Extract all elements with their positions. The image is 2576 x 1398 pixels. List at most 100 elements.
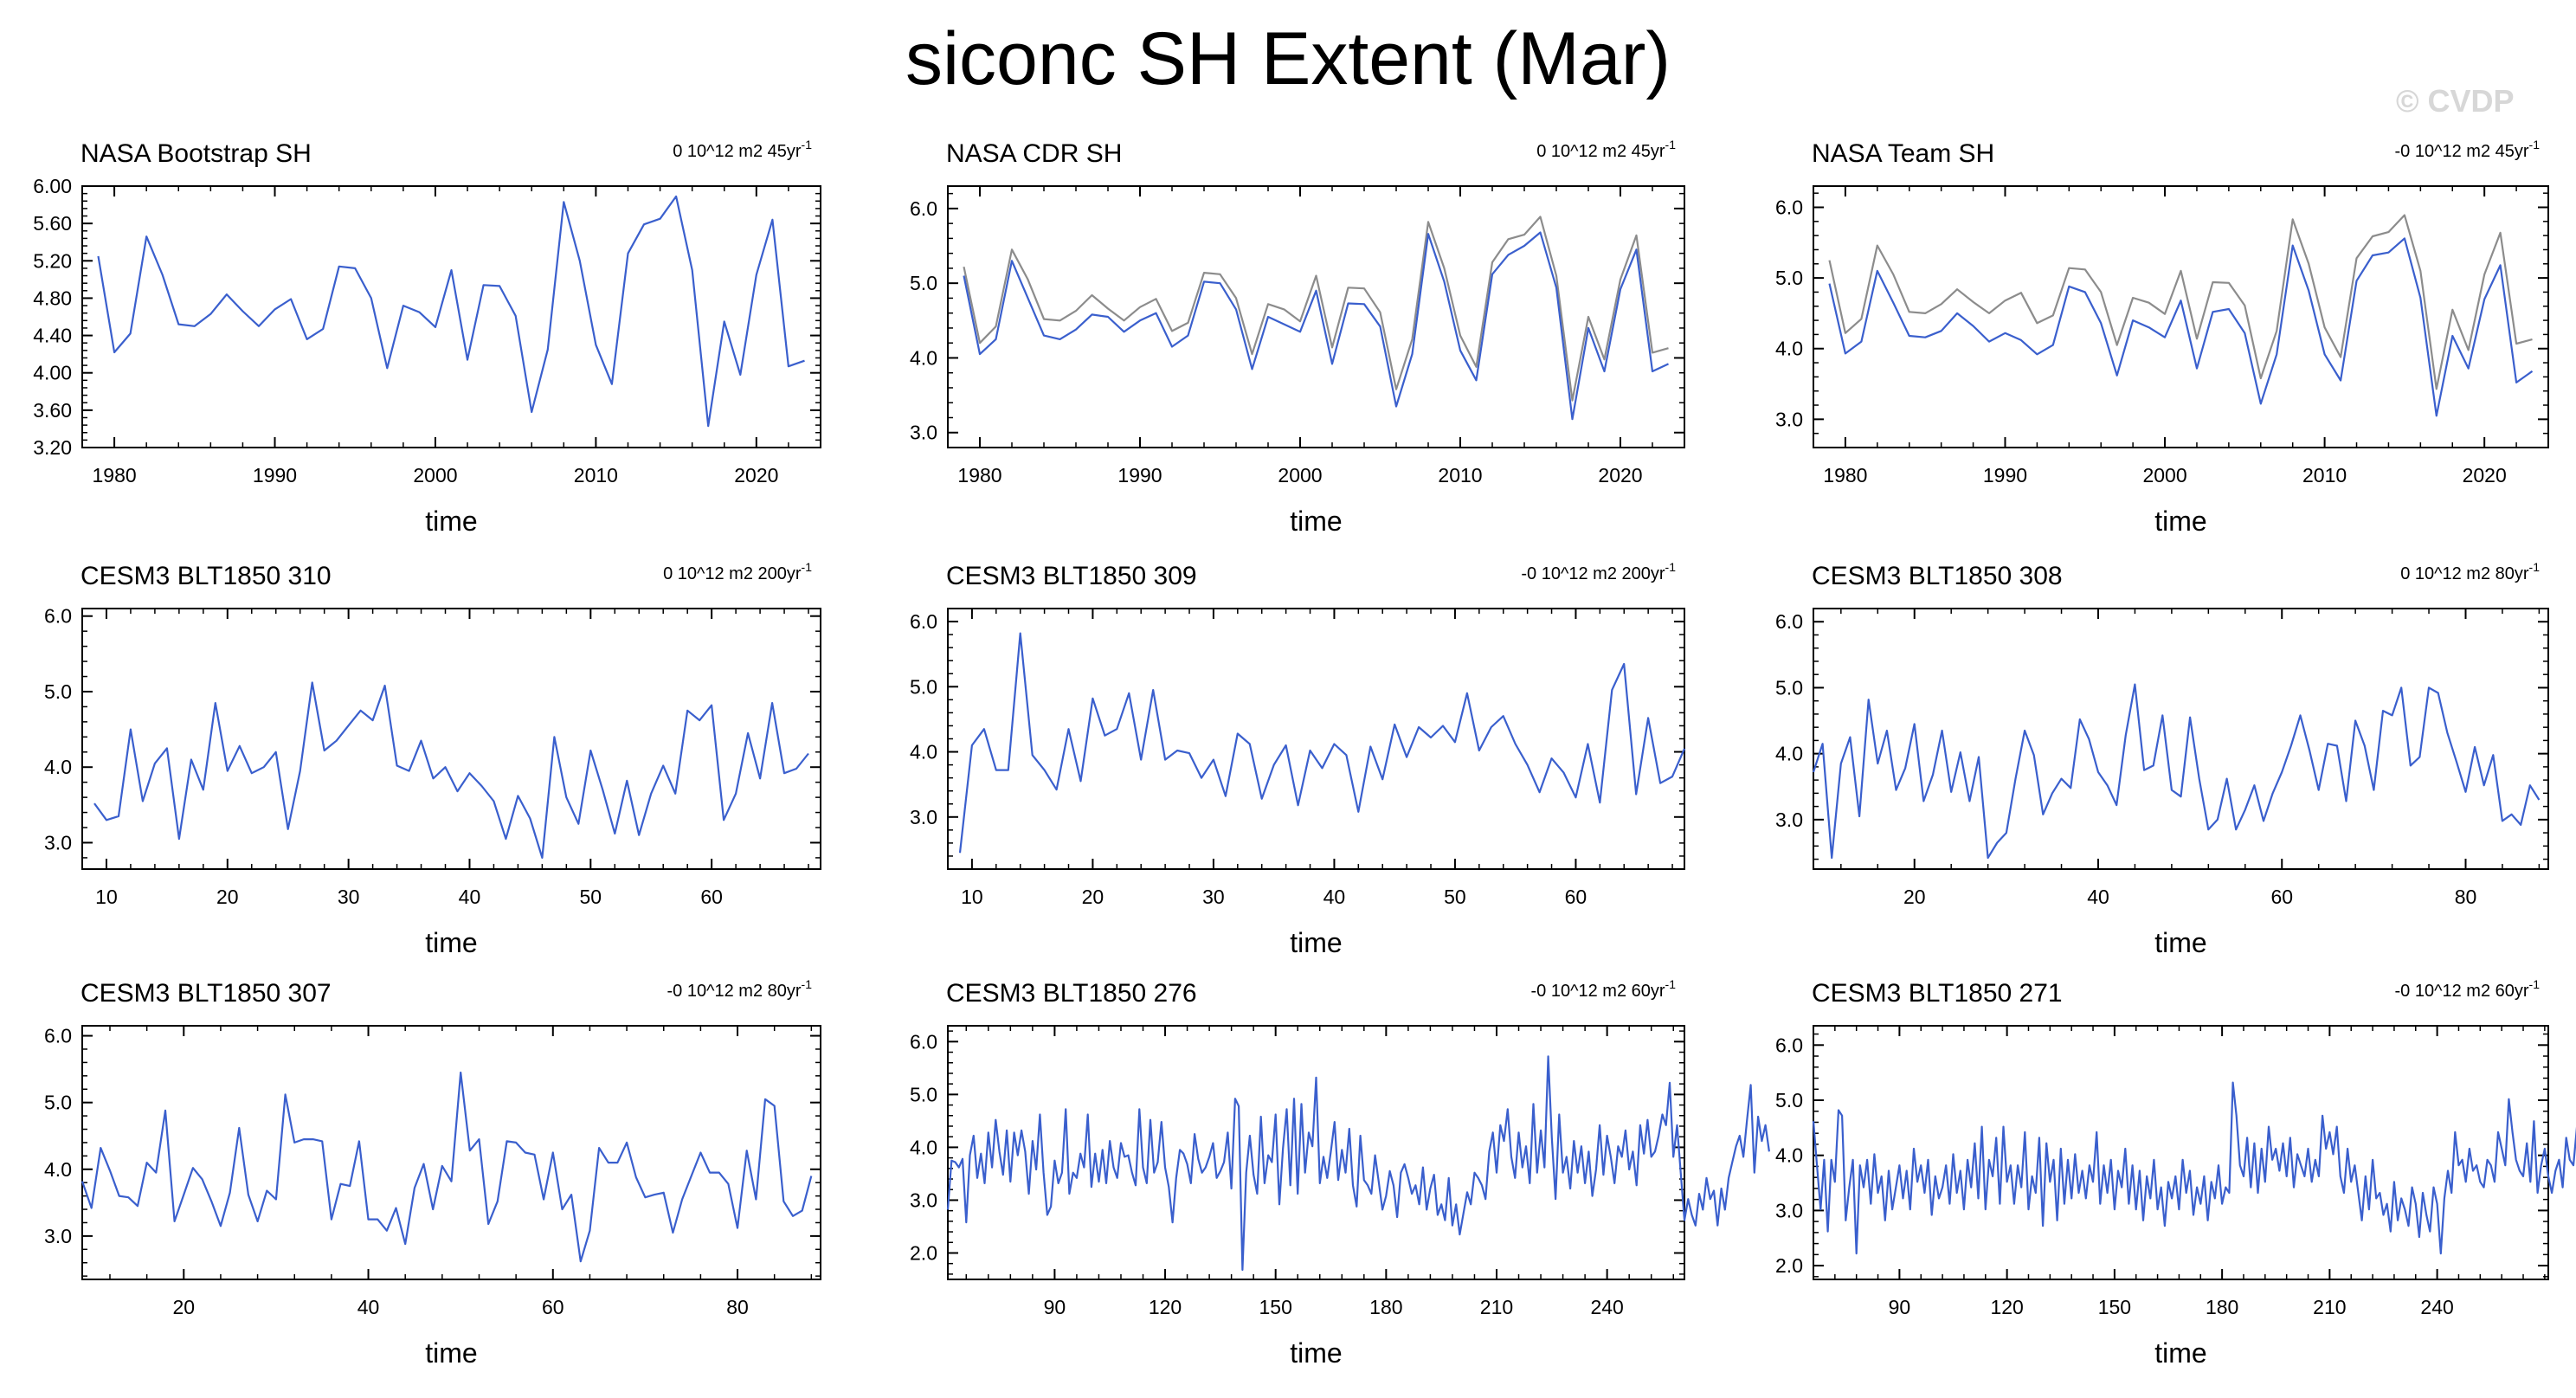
y-tick-label: 4.00	[33, 362, 72, 384]
x-tick-label: 1980	[1823, 464, 1867, 486]
chart-title: CESM3 BLT1850 276	[946, 979, 1197, 1008]
y-tick-label: 4.0	[910, 741, 937, 763]
y-tick-label: 3.0	[1775, 1199, 1803, 1221]
x-axis-label: time	[425, 506, 477, 537]
x-tick-label: 150	[1259, 1296, 1292, 1318]
y-tick-label: 4.0	[1775, 338, 1803, 360]
series-line-2	[1828, 237, 2534, 417]
y-tick-label: 5.60	[33, 212, 72, 235]
trend-label: 0 10^12 m2 45yr-1	[673, 138, 812, 161]
x-tick-label: 210	[1480, 1296, 1513, 1318]
x-tick-label: 180	[2206, 1296, 2238, 1318]
x-tick-label: 60	[1565, 886, 1587, 908]
watermark: © CVDP	[2396, 83, 2515, 119]
plot-frame	[1813, 608, 2549, 870]
trend-label: 0 10^12 m2 80yr-1	[2400, 560, 2540, 583]
chart-panel-4: CESM3 BLT1850 310 0 10^12 m2 200yr-1 3.0 4.…	[44, 560, 821, 958]
x-tick-label: 1980	[957, 464, 1001, 486]
x-tick-label: 2010	[2302, 464, 2347, 486]
x-tick-label: 90	[1889, 1296, 1911, 1318]
y-tick-label: 6.0	[44, 605, 72, 628]
x-tick-label: 20	[1082, 886, 1104, 908]
x-tick-label: 210	[2313, 1296, 2346, 1318]
y-tick-label: 6.0	[910, 197, 937, 220]
x-tick-label: 80	[2455, 886, 2477, 908]
chart-panel-7: CESM3 BLT1850 307 -0 10^12 m2 80yr-1 3.0 4.…	[44, 977, 821, 1369]
x-tick-label: 2020	[2463, 464, 2507, 486]
plot-frame	[1813, 185, 2549, 448]
series-line-1	[1812, 1081, 2576, 1255]
chart-title: CESM3 BLT1850 309	[946, 562, 1197, 590]
y-tick-label: 5.0	[1775, 1089, 1803, 1111]
x-tick-label: 10	[95, 886, 118, 908]
chart-title: CESM3 BLT1850 310	[80, 562, 332, 590]
series-line-1	[1812, 683, 2541, 860]
chart-panel-5: CESM3 BLT1850 309 -0 10^12 m2 200yr-1 3.0 4…	[910, 560, 1686, 958]
plot-frame	[81, 608, 821, 870]
x-tick-label: 1990	[253, 464, 297, 486]
chart-title: CESM3 BLT1850 271	[1812, 979, 2063, 1008]
x-tick-label: 40	[459, 886, 481, 908]
y-tick-label: 3.0	[44, 831, 72, 854]
x-axis-label: time	[1290, 506, 1342, 537]
x-tick-label: 40	[1323, 886, 1346, 908]
y-tick-label: 5.20	[33, 249, 72, 272]
x-tick-label: 50	[1444, 886, 1466, 908]
chart-title: NASA Bootstrap SH	[80, 139, 312, 168]
y-tick-label: 3.0	[910, 806, 937, 828]
trend-label: 0 10^12 m2 200yr-1	[663, 560, 812, 583]
y-tick-label: 3.60	[33, 399, 72, 422]
series-line-1	[93, 681, 809, 860]
y-tick-label: 4.0	[910, 346, 937, 369]
y-tick-label: 3.0	[910, 1189, 937, 1211]
y-tick-label: 6.0	[1775, 610, 1803, 633]
y-tick-label: 5.0	[44, 680, 72, 703]
y-tick-label: 5.0	[910, 1083, 937, 1105]
series-line-1	[1828, 214, 2533, 390]
series-line-1	[958, 632, 1686, 854]
series-line-1	[963, 216, 1669, 402]
x-tick-label: 60	[700, 886, 723, 908]
x-tick-label: 2000	[413, 464, 457, 486]
y-tick-label: 3.0	[1775, 809, 1803, 831]
series-line-1	[97, 195, 805, 428]
plot-frame	[81, 185, 821, 448]
chart-panel-6: CESM3 BLT1850 308 0 10^12 m2 80yr-1 3.0 4.0…	[1775, 560, 2549, 958]
x-tick-label: 50	[580, 886, 602, 908]
chart-panel-3: NASA Team SH -0 10^12 m2 45yr-1 3.0 4.0 5.0 6…	[1775, 138, 2549, 537]
x-tick-label: 2000	[2142, 464, 2186, 486]
chart-title: NASA Team SH	[1812, 139, 1994, 168]
x-tick-label: 240	[1590, 1296, 1623, 1318]
x-tick-label: 2000	[1278, 464, 1322, 486]
x-tick-label: 1990	[1117, 464, 1162, 486]
y-tick-label: 3.0	[44, 1225, 72, 1247]
x-tick-label: 2020	[1598, 464, 1642, 486]
x-tick-label: 30	[1202, 886, 1225, 908]
series-line-1	[946, 1055, 1770, 1272]
trend-label: 0 10^12 m2 45yr-1	[1536, 138, 1676, 161]
y-tick-label: 4.0	[1775, 1144, 1803, 1167]
x-tick-label: 80	[726, 1296, 749, 1318]
chart-panel-1: NASA Bootstrap SH 0 10^12 m2 45yr-1 3.20 3.…	[33, 138, 821, 537]
trend-label: -0 10^12 m2 60yr-1	[1531, 977, 1677, 1001]
x-axis-label: time	[2154, 1337, 2206, 1369]
y-tick-label: 4.0	[910, 1136, 937, 1158]
x-axis-label: time	[2154, 927, 2206, 958]
x-tick-label: 240	[2420, 1296, 2453, 1318]
series-line-1	[80, 1071, 813, 1263]
y-tick-label: 5.0	[44, 1092, 72, 1114]
series-line-2	[963, 231, 1669, 421]
y-tick-label: 4.0	[1775, 743, 1803, 765]
chart-title: CESM3 BLT1850 308	[1812, 562, 2063, 590]
y-tick-label: 5.0	[1775, 267, 1803, 289]
main-title: siconc SH Extent (Mar)	[905, 17, 1671, 100]
x-tick-label: 2010	[574, 464, 618, 486]
x-tick-label: 30	[338, 886, 360, 908]
x-tick-label: 1980	[93, 464, 137, 486]
x-tick-label: 60	[2270, 886, 2293, 908]
y-tick-label: 4.80	[33, 287, 72, 309]
y-tick-label: 6.0	[1775, 196, 1803, 218]
chart-title: CESM3 BLT1850 307	[80, 979, 332, 1008]
y-tick-label: 3.0	[910, 422, 937, 444]
